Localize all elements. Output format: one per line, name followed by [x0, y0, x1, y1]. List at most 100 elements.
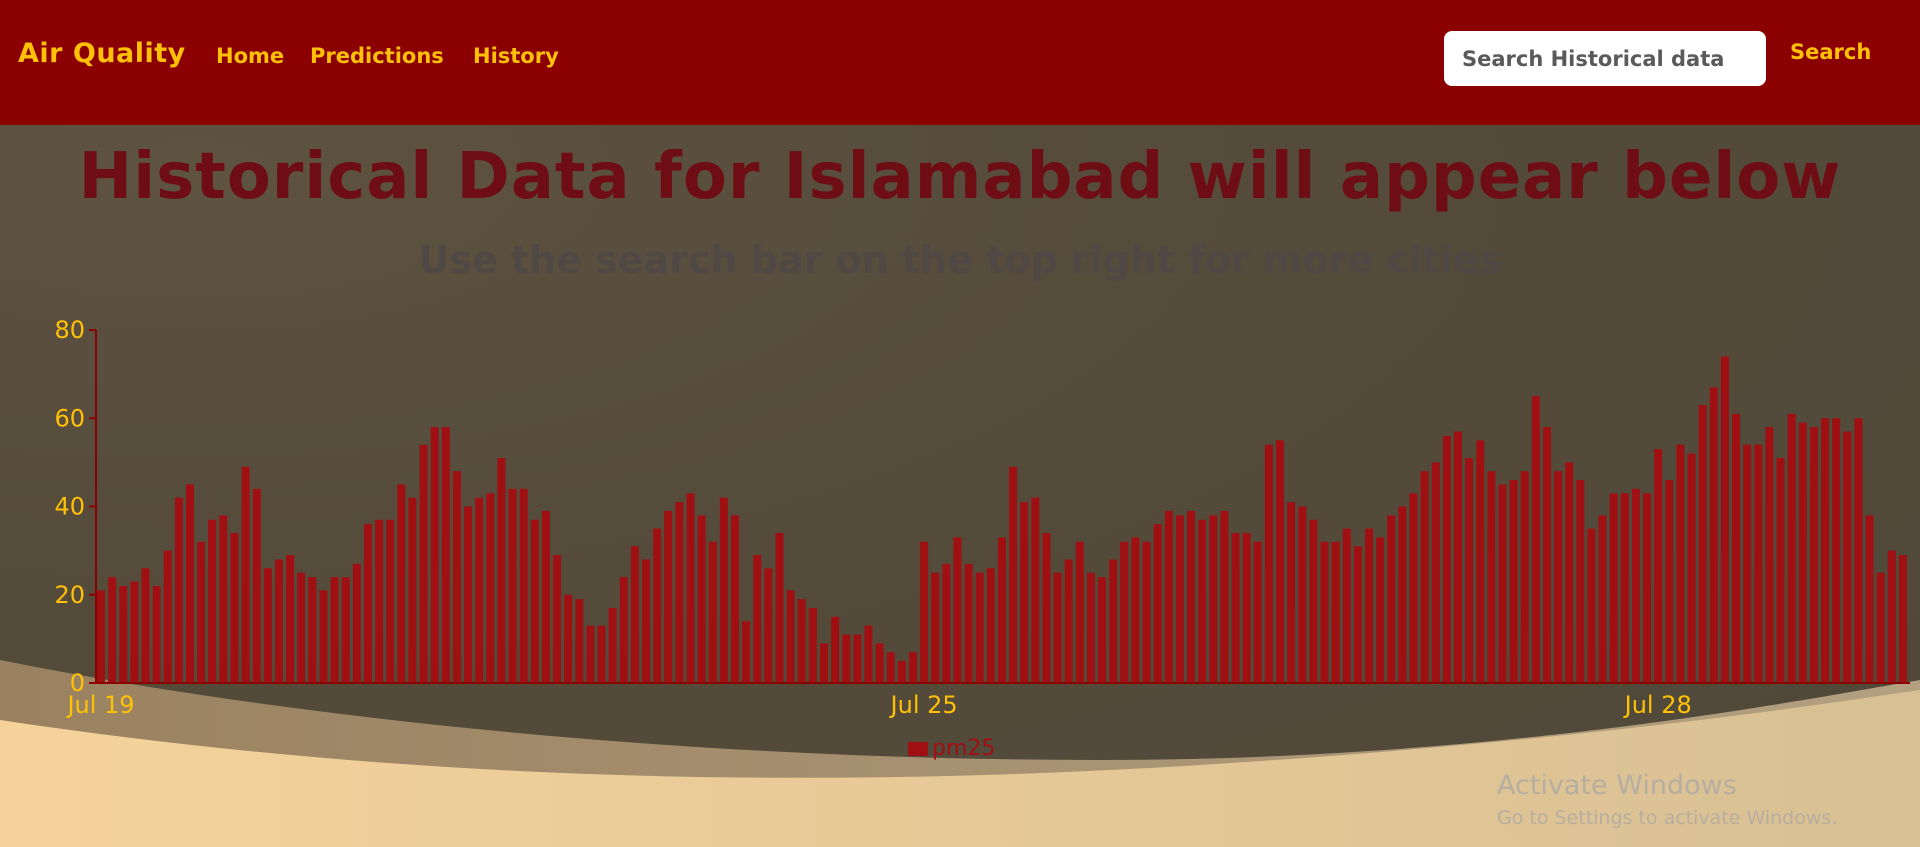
- bar[interactable]: [1576, 480, 1585, 683]
- bar[interactable]: [708, 541, 717, 683]
- bar[interactable]: [486, 493, 495, 683]
- bar[interactable]: [1821, 418, 1830, 683]
- bar[interactable]: [1531, 396, 1540, 683]
- bar[interactable]: [1787, 413, 1796, 683]
- bar[interactable]: [197, 541, 206, 683]
- bar[interactable]: [1898, 555, 1907, 683]
- bar[interactable]: [1187, 510, 1196, 683]
- bar[interactable]: [586, 625, 595, 683]
- bar[interactable]: [1398, 506, 1407, 684]
- bar[interactable]: [1698, 405, 1707, 683]
- bar[interactable]: [953, 537, 962, 683]
- bar[interactable]: [1376, 537, 1385, 683]
- bar[interactable]: [241, 466, 250, 683]
- bar[interactable]: [975, 572, 984, 683]
- bar[interactable]: [1287, 502, 1296, 683]
- bar[interactable]: [1075, 541, 1084, 683]
- bar[interactable]: [1442, 435, 1451, 683]
- bar[interactable]: [797, 599, 806, 683]
- bar[interactable]: [185, 484, 194, 683]
- bar[interactable]: [764, 568, 773, 683]
- bar[interactable]: [1387, 515, 1396, 683]
- bar[interactable]: [564, 594, 573, 683]
- bar[interactable]: [286, 555, 295, 683]
- bar[interactable]: [819, 643, 828, 683]
- bar[interactable]: [997, 537, 1006, 683]
- bar[interactable]: [1031, 497, 1040, 683]
- bar[interactable]: [920, 541, 929, 683]
- bar[interactable]: [1887, 550, 1896, 684]
- search-button[interactable]: Search: [1790, 40, 1872, 64]
- bar[interactable]: [375, 519, 384, 683]
- nav-link-history[interactable]: History: [473, 44, 559, 68]
- bar[interactable]: [719, 497, 728, 683]
- bar[interactable]: [1832, 418, 1841, 683]
- bar[interactable]: [1598, 515, 1607, 683]
- bar[interactable]: [831, 616, 840, 683]
- bar[interactable]: [341, 577, 350, 683]
- bar[interactable]: [1164, 510, 1173, 683]
- bar[interactable]: [1620, 493, 1629, 683]
- bar[interactable]: [330, 577, 339, 683]
- bar[interactable]: [1009, 466, 1018, 683]
- bar[interactable]: [1720, 356, 1729, 683]
- bar[interactable]: [1364, 528, 1373, 683]
- bar[interactable]: [808, 607, 817, 683]
- bar[interactable]: [886, 652, 895, 683]
- bar[interactable]: [1465, 457, 1474, 683]
- bar[interactable]: [1509, 480, 1518, 683]
- bar[interactable]: [1665, 480, 1674, 683]
- bar[interactable]: [986, 568, 995, 683]
- bar[interactable]: [1798, 422, 1807, 683]
- bar[interactable]: [397, 484, 406, 683]
- bar[interactable]: [1631, 488, 1640, 683]
- bar[interactable]: [1453, 431, 1462, 683]
- bar[interactable]: [942, 563, 951, 683]
- bar[interactable]: [475, 497, 484, 683]
- bar[interactable]: [1732, 413, 1741, 683]
- bar[interactable]: [1776, 457, 1785, 683]
- bar[interactable]: [208, 519, 217, 683]
- bar[interactable]: [1142, 541, 1151, 683]
- bar[interactable]: [1643, 493, 1652, 683]
- bar[interactable]: [1709, 387, 1718, 683]
- bar[interactable]: [1309, 519, 1318, 683]
- bar[interactable]: [630, 546, 639, 683]
- bar[interactable]: [931, 572, 940, 683]
- chart-legend[interactable]: pm25: [908, 736, 995, 761]
- bar[interactable]: [508, 488, 517, 683]
- bar[interactable]: [452, 471, 461, 683]
- bar[interactable]: [141, 568, 150, 683]
- bar[interactable]: [1754, 444, 1763, 683]
- bar[interactable]: [964, 563, 973, 683]
- bar[interactable]: [786, 590, 795, 683]
- bar[interactable]: [897, 660, 906, 683]
- bar[interactable]: [1053, 572, 1062, 683]
- bar[interactable]: [1865, 515, 1874, 683]
- bar[interactable]: [1298, 506, 1307, 684]
- bar[interactable]: [441, 427, 450, 683]
- bar[interactable]: [541, 510, 550, 683]
- bar[interactable]: [653, 528, 662, 683]
- bar[interactable]: [1120, 541, 1129, 683]
- bar[interactable]: [1654, 449, 1663, 683]
- bar[interactable]: [642, 559, 651, 683]
- bar[interactable]: [775, 532, 784, 683]
- bar[interactable]: [1409, 493, 1418, 683]
- bar[interactable]: [1487, 471, 1496, 683]
- bar[interactable]: [1498, 484, 1507, 683]
- nav-link-predictions[interactable]: Predictions: [310, 44, 444, 68]
- bar[interactable]: [297, 572, 306, 683]
- bar[interactable]: [864, 625, 873, 683]
- bar[interactable]: [1086, 572, 1095, 683]
- bar[interactable]: [152, 585, 161, 683]
- search-input[interactable]: [1444, 31, 1766, 86]
- bar[interactable]: [219, 515, 228, 683]
- bar[interactable]: [1431, 462, 1440, 684]
- bar[interactable]: [1264, 444, 1273, 683]
- bar[interactable]: [1609, 493, 1618, 683]
- bar[interactable]: [1198, 519, 1207, 683]
- bar[interactable]: [1476, 440, 1485, 683]
- brand-logo[interactable]: Air Quality: [18, 38, 186, 69]
- bar[interactable]: [575, 599, 584, 683]
